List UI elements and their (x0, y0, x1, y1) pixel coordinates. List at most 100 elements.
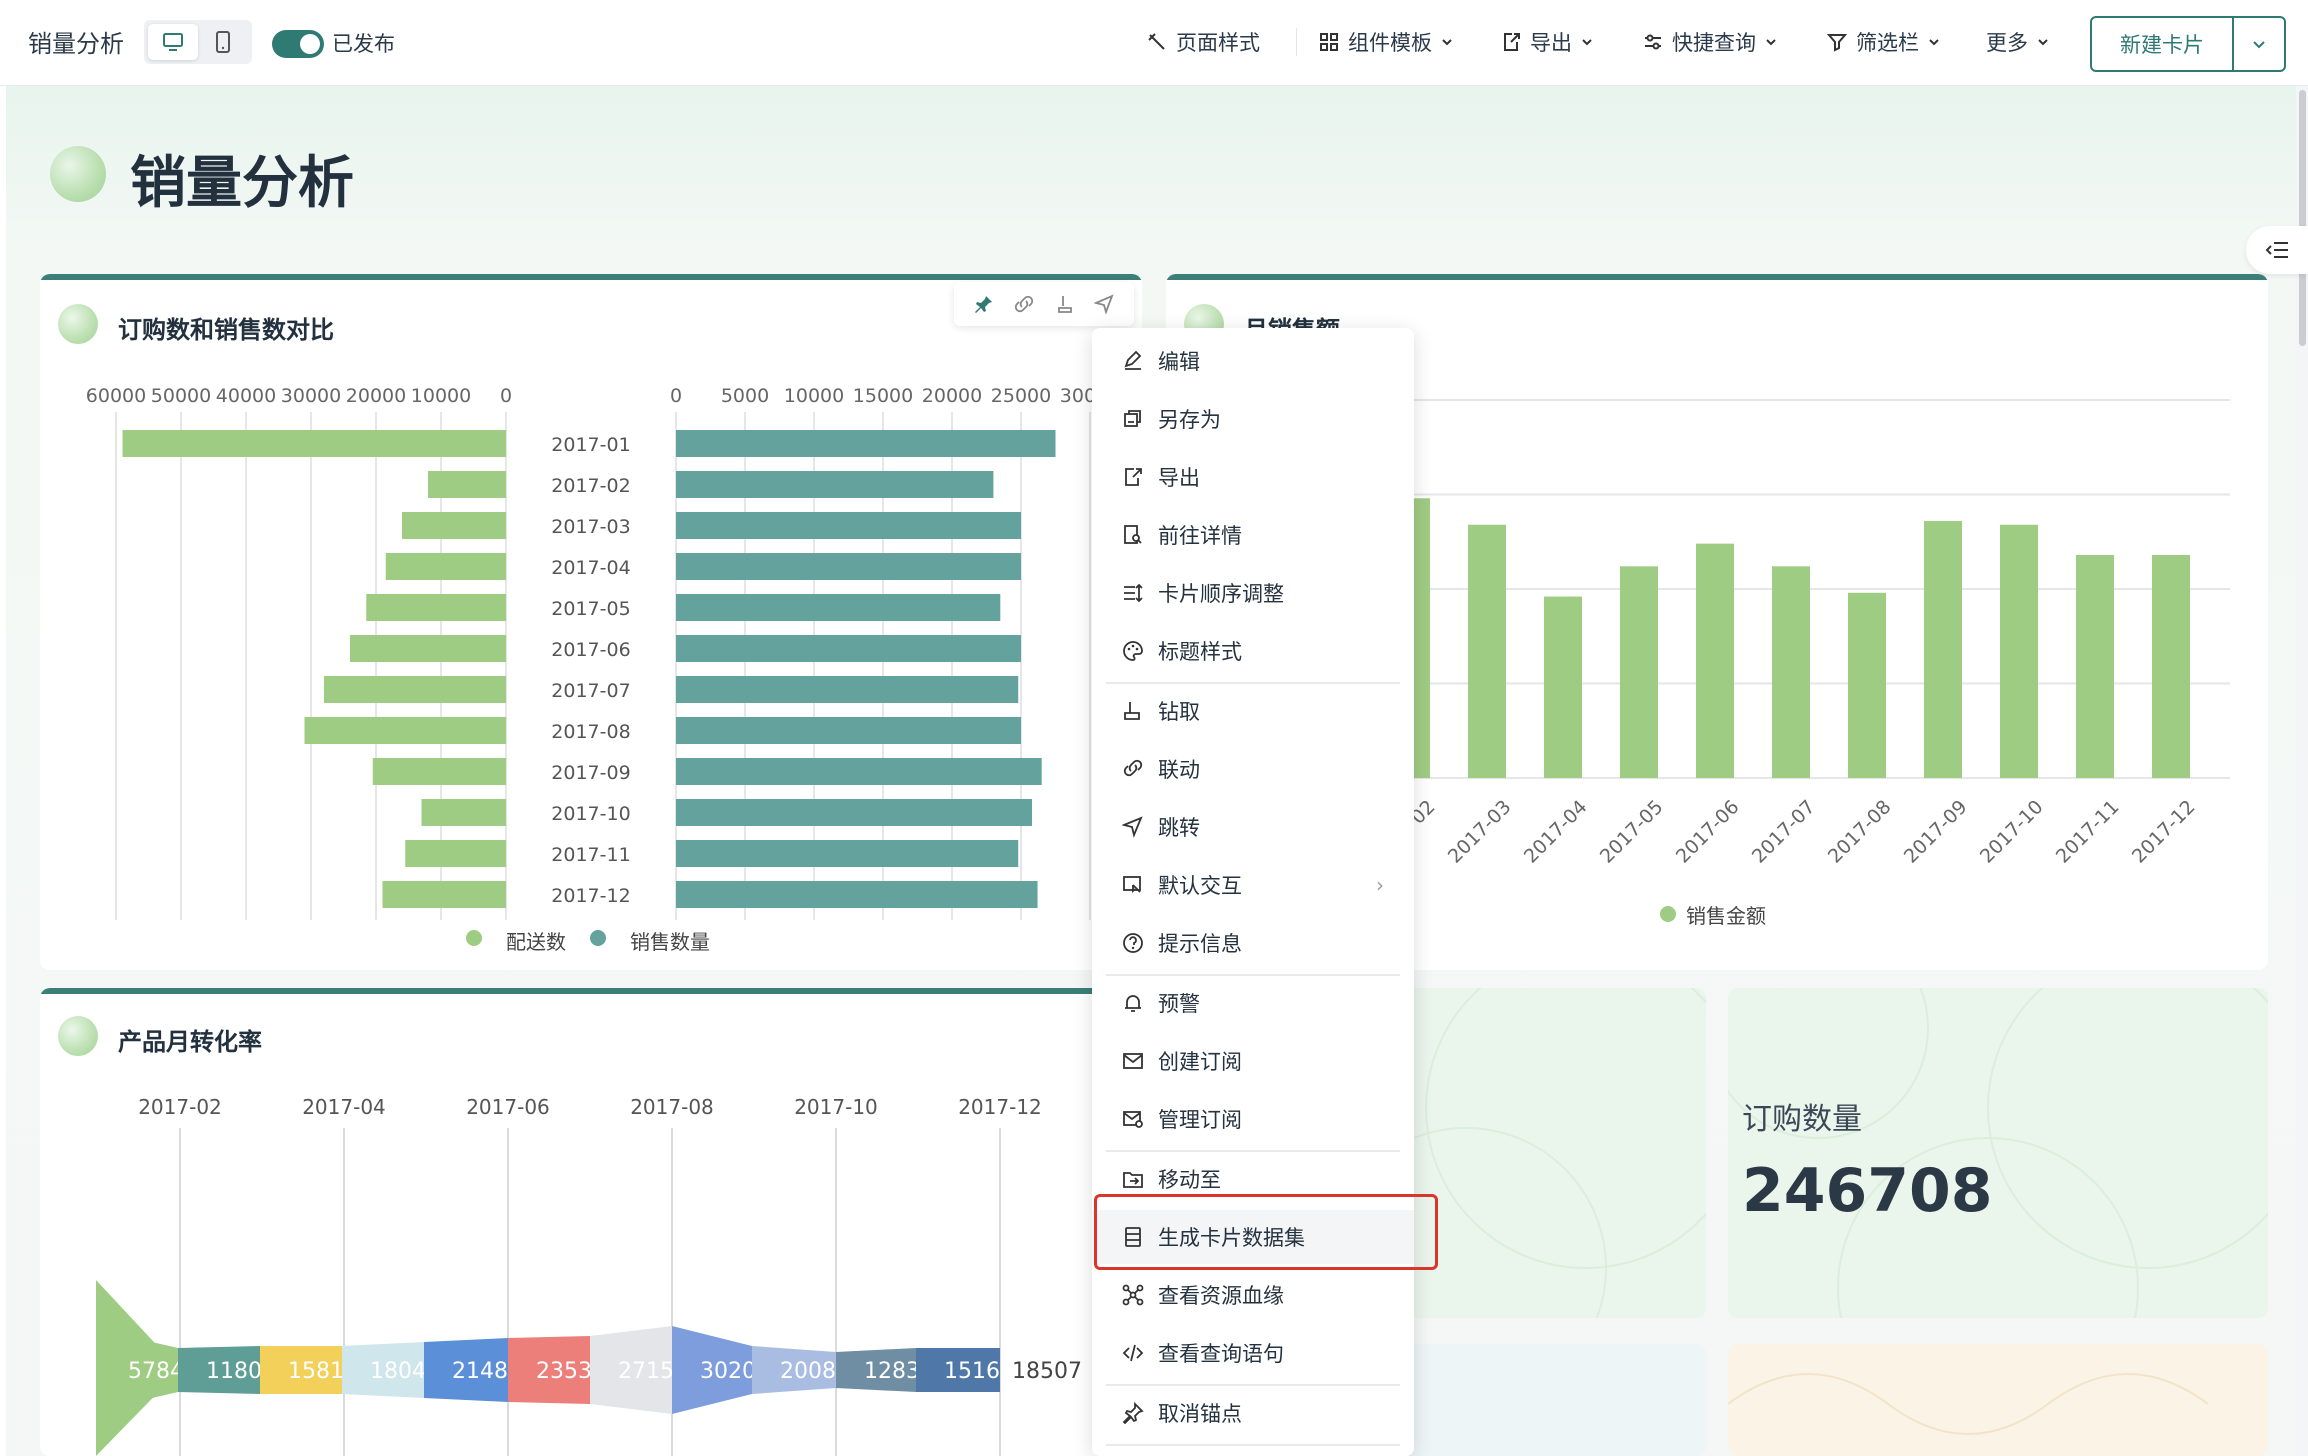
menu-item-mail[interactable]: 创建订阅 (1092, 1034, 1414, 1088)
drill-icon[interactable] (1055, 294, 1075, 314)
desktop-icon (163, 33, 183, 51)
segment-label: 5784 (128, 1359, 184, 1384)
menu-item-order[interactable]: 卡片顺序调整 (1092, 566, 1414, 620)
tick-label: 2017-11 (2052, 796, 2124, 868)
bar-delivery (402, 512, 506, 539)
brush-icon (1148, 33, 1165, 50)
card-hover-toolbar (954, 282, 1134, 326)
tick-label: 2017-07 (1748, 796, 1820, 868)
kpi-card-2[interactable]: 订购数量 246708 (1728, 988, 2268, 1318)
bar-sales-qty (676, 471, 994, 498)
menu-item-move[interactable]: 移动至 (1092, 1152, 1414, 1206)
segment-label: 1516 (944, 1359, 1000, 1384)
unpin-icon (1122, 1402, 1144, 1424)
mobile-view-button[interactable] (198, 24, 248, 60)
conversion-card-title: 产品月转化率 (118, 1028, 262, 1056)
menu-item-bell[interactable]: 预警 (1092, 976, 1414, 1030)
sales-chart: 02 2017-03 2017-04 2017-05 2017-06 2017-07 201… (1400, 399, 2230, 868)
quick-query-label: 快捷查询 (1672, 31, 1756, 55)
menu-divider (1106, 1150, 1400, 1152)
menu-divider (1106, 974, 1400, 976)
more-label: 更多 (1986, 31, 2028, 55)
export-button[interactable]: 导出 (1500, 26, 1594, 58)
chevron-down-icon (1766, 39, 1776, 46)
funnel-segment (100, 1330, 178, 1410)
tick-label: 2017-10 (1976, 796, 2048, 868)
pin-icon[interactable] (974, 294, 994, 314)
collapse-list-icon (2265, 242, 2288, 258)
chevron-down-icon (2038, 39, 2048, 46)
page-style-button[interactable]: 页面样式 (1146, 26, 1260, 58)
funnel-end-label: 18507 (1012, 1359, 1082, 1384)
menu-item-save-as[interactable]: 另存为 (1092, 392, 1414, 446)
funnel-segment (342, 1342, 424, 1398)
bar-sales-qty (676, 676, 1019, 703)
funnel-segment (424, 1338, 508, 1402)
menu-item-edit[interactable]: 编辑 (1092, 334, 1414, 388)
link-icon[interactable] (1013, 294, 1035, 314)
kpi-card-4[interactable] (1728, 1344, 2268, 1456)
segment-label: 3020 (700, 1359, 756, 1384)
tick-label: 2017-06 (1672, 796, 1744, 868)
kpi-background-pattern (1728, 988, 2268, 1318)
bar-sales-amount (1620, 566, 1658, 778)
tick-label: 2017-04 (1520, 796, 1592, 868)
menu-item-palette[interactable]: 标题样式 (1092, 624, 1414, 678)
more-button[interactable]: 更多 (1986, 26, 2050, 58)
drill-icon (1124, 702, 1140, 720)
category-label: 2017-10 (551, 803, 630, 825)
tick-label: 30000 (281, 385, 341, 407)
tick-label: 10000 (411, 385, 471, 407)
filter-bar-button[interactable]: 筛选栏 (1826, 26, 1941, 58)
bar-sales-amount (1848, 592, 1886, 778)
menu-item-dataset[interactable]: 生成卡片数据集 (1092, 1210, 1414, 1264)
menu-item-label: 标题样式 (1158, 640, 1242, 664)
bar-sales-amount (2076, 554, 2114, 778)
mail-icon (1123, 1053, 1143, 1069)
scrollbar-track[interactable] (2296, 86, 2308, 1456)
kpi-label-2: 订购数量 (1742, 1102, 1862, 1137)
grid-icon (1320, 33, 1338, 51)
menu-item-export[interactable]: 导出 (1092, 450, 1414, 504)
kpi-value-2: 246708 (1742, 1156, 1993, 1226)
menu-item-label: 预警 (1158, 992, 1200, 1016)
save-as-icon (1124, 410, 1141, 427)
menu-item-jump[interactable]: 跳转 (1092, 800, 1414, 854)
tick-label: 50000 (151, 385, 211, 407)
tick-label: 5000 (721, 385, 769, 407)
menu-item-link[interactable]: 联动 (1092, 742, 1414, 796)
scrollbar-thumb[interactable] (2299, 90, 2306, 346)
legend-swatch-sales-amount (1660, 906, 1676, 922)
new-card-dropdown[interactable] (2234, 18, 2284, 70)
bar-sales-amount (1468, 524, 1506, 778)
menu-item-drill[interactable]: 钻取 (1092, 684, 1414, 738)
menu-divider (1106, 682, 1400, 684)
menu-item-detail[interactable]: 前往详情 (1092, 508, 1414, 562)
component-template-button[interactable]: 组件模板 (1318, 26, 1454, 58)
help-icon (1123, 933, 1143, 953)
tick-label: 10000 (784, 385, 844, 407)
card-title-decoration-icon (58, 304, 98, 344)
mobile-icon (216, 31, 230, 53)
category-label: 2017-12 (551, 885, 630, 907)
legend-swatch-delivery (466, 930, 482, 946)
device-toggle (144, 20, 252, 64)
desktop-view-button[interactable] (148, 24, 198, 60)
menu-item-label: 导出 (1158, 466, 1200, 490)
new-card-button[interactable]: 新建卡片 (2092, 18, 2234, 70)
tick-label: 25000 (991, 385, 1051, 407)
menu-item-mail-settings[interactable]: 管理订阅 (1092, 1092, 1414, 1146)
side-panel-toggle[interactable] (2246, 226, 2308, 274)
publish-toggle[interactable] (272, 30, 324, 58)
export-icon (1504, 33, 1520, 51)
bar-delivery (324, 676, 506, 703)
menu-item-unpin[interactable]: 取消锚点 (1092, 1386, 1414, 1440)
menu-item-help[interactable]: 提示信息 (1092, 916, 1414, 970)
app-title: 销量分析 (28, 30, 124, 58)
menu-item-code[interactable]: 查看查询语句 (1092, 1326, 1414, 1380)
send-icon[interactable] (1094, 294, 1114, 314)
quick-query-button[interactable]: 快捷查询 (1642, 26, 1778, 58)
menu-item-lineage[interactable]: 查看资源血缘 (1092, 1268, 1414, 1322)
divider (1296, 28, 1297, 56)
menu-item-interaction[interactable]: 默认交互 › (1092, 858, 1414, 912)
